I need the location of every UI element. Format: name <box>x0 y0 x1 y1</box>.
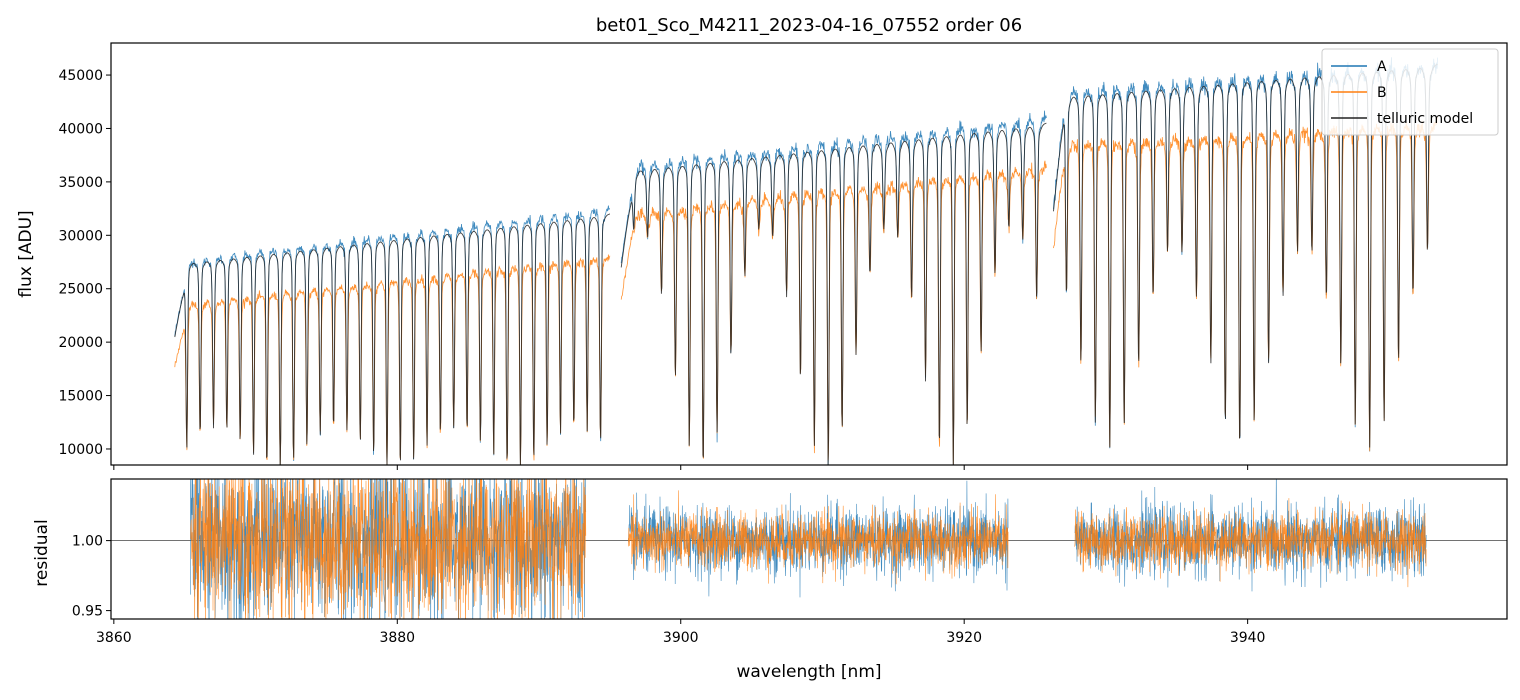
bottom-y-axis-label: residual <box>32 519 52 586</box>
top-y-axis-label: flux [ADU] <box>16 210 36 297</box>
top-panel-frame <box>110 42 1508 466</box>
legend-label-b: B <box>1377 85 1387 101</box>
top-y-tick-label: 40000 <box>58 121 103 137</box>
top-panel-data <box>174 57 1438 465</box>
residual-b-segment-1 <box>190 479 587 619</box>
legend-label-a: A <box>1377 59 1387 75</box>
x-tick-label: 3880 <box>379 630 415 646</box>
top-y-tick-label: 30000 <box>58 228 103 244</box>
spectrum-b-segment-1 <box>174 254 611 465</box>
x-axis-label: wavelength [nm] <box>736 662 881 682</box>
legend-label-telluric: telluric model <box>1377 111 1473 127</box>
legend: A B telluric model <box>1321 48 1499 136</box>
top-y-tick-label: 10000 <box>58 442 103 458</box>
top-y-tick-label: 20000 <box>58 335 103 351</box>
legend-box <box>1321 48 1499 136</box>
bottom-panel-data <box>111 479 1507 619</box>
x-tick-label: 3900 <box>663 630 699 646</box>
bottom-panel-frame <box>110 478 1508 620</box>
residual-b-segment-2 <box>628 490 1009 585</box>
x-tick-label: 3920 <box>946 630 982 646</box>
residual-b-segment-3 <box>1074 498 1427 588</box>
bottom-y-tick-label: 0.95 <box>72 604 103 620</box>
x-tick-label: 3860 <box>96 630 132 646</box>
spectrum-telluric-model-segment-1 <box>174 213 610 465</box>
chart-title: bet01_Sco_M4211_2023-04-16_07552 order 0… <box>596 15 1022 36</box>
x-tick-label: 3940 <box>1230 630 1266 646</box>
top-y-tick-label: 45000 <box>58 68 103 84</box>
bottom-panel-axes: 0.95 1.00 3860 3880 3900 3920 3940 <box>72 534 1266 646</box>
spectrum-a-segment-1 <box>174 205 610 465</box>
top-panel-axes: 10000 15000 20000 25000 30000 35000 40000 45000 <box>58 68 1249 470</box>
top-y-tick-label: 25000 <box>58 282 103 298</box>
top-y-tick-label: 35000 <box>58 175 103 191</box>
spectrum-telluric-model-segment-2 <box>620 122 1047 465</box>
bottom-y-tick-label: 1.00 <box>72 534 103 550</box>
top-y-tick-label: 15000 <box>58 389 103 405</box>
spectrum-b-segment-2 <box>620 160 1047 465</box>
